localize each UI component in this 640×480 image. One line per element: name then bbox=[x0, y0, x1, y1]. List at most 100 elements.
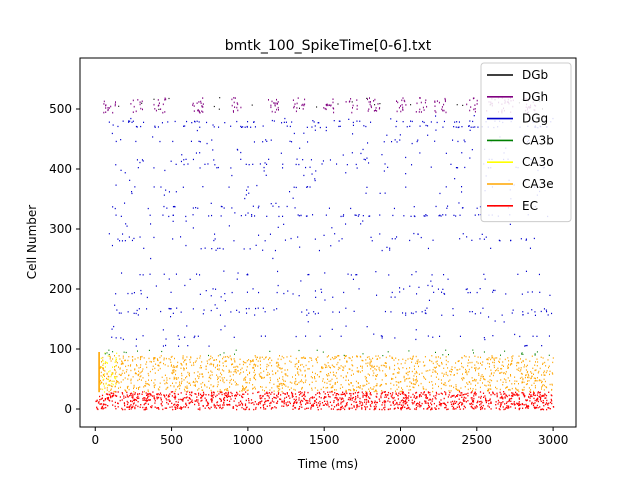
spike-mark bbox=[415, 382, 417, 384]
spike-mark bbox=[477, 126, 479, 128]
spike-mark bbox=[473, 97, 475, 99]
spike-mark bbox=[233, 379, 234, 381]
spike-mark bbox=[228, 369, 230, 371]
spike-mark bbox=[367, 110, 369, 112]
spike-mark bbox=[442, 126, 444, 128]
spike-mark bbox=[231, 98, 233, 101]
spike-mark bbox=[105, 406, 107, 409]
spike-mark bbox=[461, 377, 463, 380]
spike-mark bbox=[526, 383, 528, 385]
spike-mark bbox=[173, 392, 175, 395]
spike-mark bbox=[170, 361, 172, 363]
spike-mark bbox=[518, 355, 520, 357]
spike-mark bbox=[108, 121, 110, 123]
spike-mark bbox=[528, 405, 530, 408]
spike-mark bbox=[498, 239, 500, 241]
spike-mark bbox=[250, 361, 252, 363]
spike-mark bbox=[298, 399, 300, 401]
spike-mark bbox=[551, 383, 553, 385]
spike-mark bbox=[530, 394, 532, 396]
spike-mark bbox=[466, 370, 468, 372]
spike-mark bbox=[165, 381, 167, 384]
spike-mark bbox=[325, 403, 327, 405]
spike-mark bbox=[180, 398, 182, 401]
spike-mark bbox=[112, 358, 114, 360]
spike-mark bbox=[300, 393, 302, 395]
spike-mark bbox=[110, 388, 112, 390]
spike-mark bbox=[123, 351, 125, 353]
spike-mark bbox=[487, 362, 489, 365]
spike-mark bbox=[126, 225, 128, 227]
spike-mark bbox=[310, 406, 312, 409]
spike-mark bbox=[115, 371, 117, 373]
spike-mark bbox=[326, 404, 328, 406]
spike-mark bbox=[107, 405, 109, 407]
spike-mark bbox=[140, 379, 142, 381]
spike-mark bbox=[334, 392, 336, 394]
spike-mark bbox=[493, 359, 495, 361]
spike-mark bbox=[115, 365, 117, 367]
spike-mark bbox=[170, 316, 172, 318]
spike-mark bbox=[316, 106, 318, 108]
spike-mark bbox=[122, 379, 124, 381]
spike-mark bbox=[468, 371, 470, 373]
spike-mark bbox=[465, 288, 467, 291]
spike-mark bbox=[200, 395, 203, 397]
spike-mark bbox=[296, 158, 298, 160]
spike-mark bbox=[496, 380, 498, 382]
spike-mark bbox=[96, 400, 98, 402]
spike-mark bbox=[131, 406, 134, 409]
spike-mark bbox=[114, 207, 116, 210]
spike-mark bbox=[109, 370, 111, 372]
spike-mark bbox=[340, 406, 342, 409]
spike-mark bbox=[160, 186, 162, 188]
legend-label: DGh bbox=[522, 90, 548, 104]
spike-mark bbox=[362, 395, 364, 397]
spike-mark bbox=[277, 378, 279, 381]
spike-mark bbox=[197, 399, 199, 401]
spike-mark bbox=[399, 291, 401, 293]
spike-mark bbox=[543, 370, 545, 372]
spike-mark bbox=[232, 407, 234, 409]
spike-mark bbox=[394, 408, 396, 410]
spike-mark bbox=[541, 381, 542, 384]
spike-mark bbox=[212, 149, 214, 151]
spike-mark bbox=[384, 400, 386, 402]
spike-mark bbox=[232, 110, 234, 112]
spike-mark bbox=[225, 356, 226, 358]
spike-mark bbox=[339, 359, 341, 361]
spike-mark bbox=[234, 366, 236, 368]
spike-mark bbox=[419, 152, 421, 154]
spike-mark bbox=[453, 394, 455, 397]
spike-mark bbox=[130, 406, 133, 408]
spike-mark bbox=[473, 115, 475, 117]
spike-mark bbox=[317, 389, 319, 391]
spike-mark bbox=[291, 382, 293, 384]
spike-mark bbox=[128, 236, 130, 238]
spike-mark bbox=[502, 381, 504, 383]
spike-mark bbox=[183, 406, 185, 408]
spike-mark bbox=[183, 159, 185, 161]
spike-mark bbox=[361, 388, 363, 390]
spike-mark bbox=[397, 101, 399, 104]
spike-mark bbox=[202, 97, 204, 99]
spike-mark bbox=[350, 397, 352, 399]
spike-mark bbox=[265, 356, 267, 358]
spike-mark bbox=[100, 388, 102, 390]
spike-mark bbox=[169, 400, 171, 402]
spike-mark bbox=[236, 278, 238, 280]
spike-mark bbox=[457, 389, 459, 391]
spike-mark bbox=[174, 395, 176, 397]
spike-mark bbox=[521, 376, 523, 379]
spike-mark bbox=[383, 400, 385, 402]
spike-mark bbox=[380, 383, 382, 386]
chart-title: bmtk_100_SpikeTime[0-6].txt bbox=[225, 38, 432, 54]
spike-mark bbox=[245, 391, 247, 393]
spike-mark bbox=[247, 374, 249, 376]
spike-mark bbox=[441, 108, 443, 111]
spike-mark bbox=[174, 406, 176, 408]
spike-mark bbox=[317, 409, 319, 411]
spike-mark bbox=[411, 358, 413, 360]
spike-mark bbox=[548, 366, 549, 369]
spike-mark bbox=[355, 214, 357, 216]
